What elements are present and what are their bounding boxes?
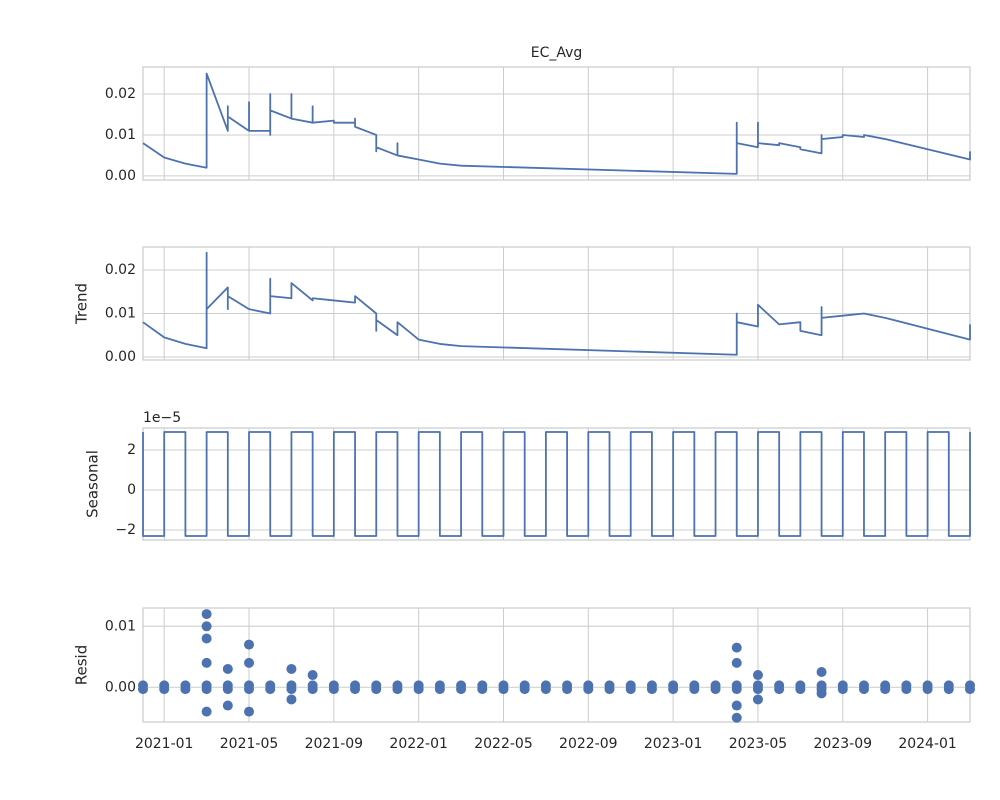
data-point xyxy=(752,684,763,695)
x-tick-label: 2021-09 xyxy=(305,736,364,752)
data-point xyxy=(943,684,954,695)
data-point xyxy=(646,684,657,695)
y-tick-label: 2 xyxy=(127,442,136,458)
y-tick-label: 0.00 xyxy=(105,349,136,365)
plot-frame xyxy=(142,427,971,541)
data-point xyxy=(498,684,509,695)
data-point xyxy=(901,684,912,695)
data-point xyxy=(222,700,233,711)
data-point xyxy=(965,684,975,695)
y-tick-label: 0.02 xyxy=(105,86,136,102)
y-tick-label: 0 xyxy=(127,482,136,498)
data-point xyxy=(456,684,467,695)
data-point xyxy=(710,684,721,695)
data-point xyxy=(477,684,488,695)
data-point xyxy=(731,712,742,723)
data-point xyxy=(222,663,233,674)
data-point xyxy=(795,684,806,695)
data-point xyxy=(201,657,212,668)
data-point xyxy=(180,684,191,695)
y-axis-label: Trend xyxy=(73,283,91,325)
data-point xyxy=(731,642,742,653)
plot-frame xyxy=(142,246,971,361)
data-point xyxy=(413,684,424,695)
data-line xyxy=(142,72,971,175)
data-point xyxy=(392,684,403,695)
data-point xyxy=(858,684,869,695)
data-point xyxy=(668,684,679,695)
x-tick-label: 2023-01 xyxy=(644,736,703,752)
data-point xyxy=(816,688,827,699)
data-point xyxy=(731,657,742,668)
data-point xyxy=(625,684,636,695)
data-point xyxy=(689,684,700,695)
data-point xyxy=(837,684,848,695)
x-tick-label: 2021-05 xyxy=(220,736,279,752)
data-point xyxy=(752,670,763,681)
y-tick-label: 0.02 xyxy=(105,262,136,278)
y-tick-label: −2 xyxy=(115,522,136,538)
data-point xyxy=(731,684,742,695)
chart-title: EC_Avg xyxy=(531,45,583,61)
data-point xyxy=(731,700,742,711)
data-line xyxy=(142,251,971,356)
data-point xyxy=(350,684,361,695)
data-point xyxy=(922,684,933,695)
axis-offset-text: 1e−5 xyxy=(143,410,181,426)
y-tick-label: 0.01 xyxy=(105,305,136,321)
y-axis-label: Resid xyxy=(73,645,91,685)
data-point xyxy=(583,684,594,695)
y-tick-label: 0.00 xyxy=(105,679,136,695)
y-tick-label: 0.00 xyxy=(105,168,136,184)
x-tick-label: 2022-05 xyxy=(474,736,533,752)
plot-frame xyxy=(142,66,971,181)
data-point xyxy=(201,609,212,620)
x-tick-label: 2022-09 xyxy=(559,736,618,752)
data-point xyxy=(244,639,255,650)
data-point xyxy=(816,667,827,678)
data-point xyxy=(222,684,233,695)
data-point xyxy=(159,684,170,695)
x-tick-label: 2023-09 xyxy=(814,736,873,752)
data-point xyxy=(201,621,212,632)
data-point xyxy=(562,684,573,695)
data-point xyxy=(540,684,551,695)
data-point xyxy=(434,684,445,695)
x-tick-label: 2022-01 xyxy=(389,736,448,752)
data-point xyxy=(328,684,339,695)
x-tick-label: 2024-01 xyxy=(898,736,957,752)
data-line xyxy=(142,431,971,537)
y-tick-label: 0.01 xyxy=(105,618,136,634)
data-point xyxy=(201,684,212,695)
data-point xyxy=(752,694,763,705)
data-point xyxy=(286,694,297,705)
data-point xyxy=(371,684,382,695)
data-point xyxy=(244,657,255,668)
data-point xyxy=(201,633,212,644)
data-point xyxy=(519,684,530,695)
data-point xyxy=(138,684,148,695)
data-point xyxy=(201,706,212,717)
data-point xyxy=(244,706,255,717)
data-point xyxy=(286,684,297,695)
data-point xyxy=(880,684,891,695)
y-axis-label: Seasonal xyxy=(84,450,102,518)
data-point xyxy=(604,684,615,695)
data-point xyxy=(307,684,318,695)
plot-frame xyxy=(142,607,971,723)
data-point xyxy=(244,684,255,695)
data-point xyxy=(265,684,276,695)
data-point xyxy=(307,670,318,681)
data-point xyxy=(774,684,785,695)
x-tick-label: 2023-05 xyxy=(729,736,788,752)
data-point xyxy=(286,663,297,674)
y-tick-label: 0.01 xyxy=(105,127,136,143)
x-tick-label: 2021-01 xyxy=(135,736,194,752)
